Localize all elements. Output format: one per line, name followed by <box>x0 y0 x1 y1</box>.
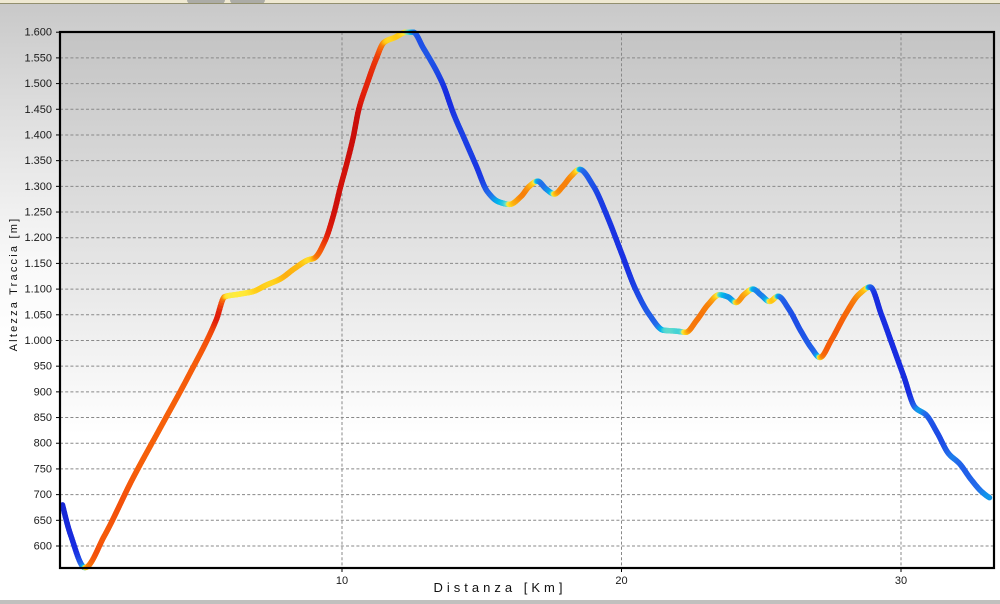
svg-text:900: 900 <box>34 386 52 398</box>
svg-text:650: 650 <box>34 515 52 527</box>
svg-text:1.500: 1.500 <box>24 78 52 90</box>
svg-text:1.000: 1.000 <box>24 335 52 347</box>
svg-text:1.200: 1.200 <box>24 232 52 244</box>
svg-text:800: 800 <box>34 438 52 450</box>
svg-text:600: 600 <box>34 541 52 553</box>
svg-text:1.600: 1.600 <box>24 27 52 39</box>
svg-text:950: 950 <box>34 361 52 373</box>
svg-text:700: 700 <box>34 489 52 501</box>
svg-text:1.400: 1.400 <box>24 129 52 141</box>
svg-text:1.350: 1.350 <box>24 155 52 167</box>
svg-text:750: 750 <box>34 463 52 475</box>
svg-text:1.150: 1.150 <box>24 258 52 270</box>
svg-text:1.100: 1.100 <box>24 284 52 296</box>
svg-text:1.050: 1.050 <box>24 309 52 321</box>
svg-text:1.300: 1.300 <box>24 181 52 193</box>
svg-text:1.450: 1.450 <box>24 104 52 116</box>
svg-text:1.550: 1.550 <box>24 52 52 64</box>
svg-text:850: 850 <box>34 412 52 424</box>
svg-text:1.250: 1.250 <box>24 207 52 219</box>
